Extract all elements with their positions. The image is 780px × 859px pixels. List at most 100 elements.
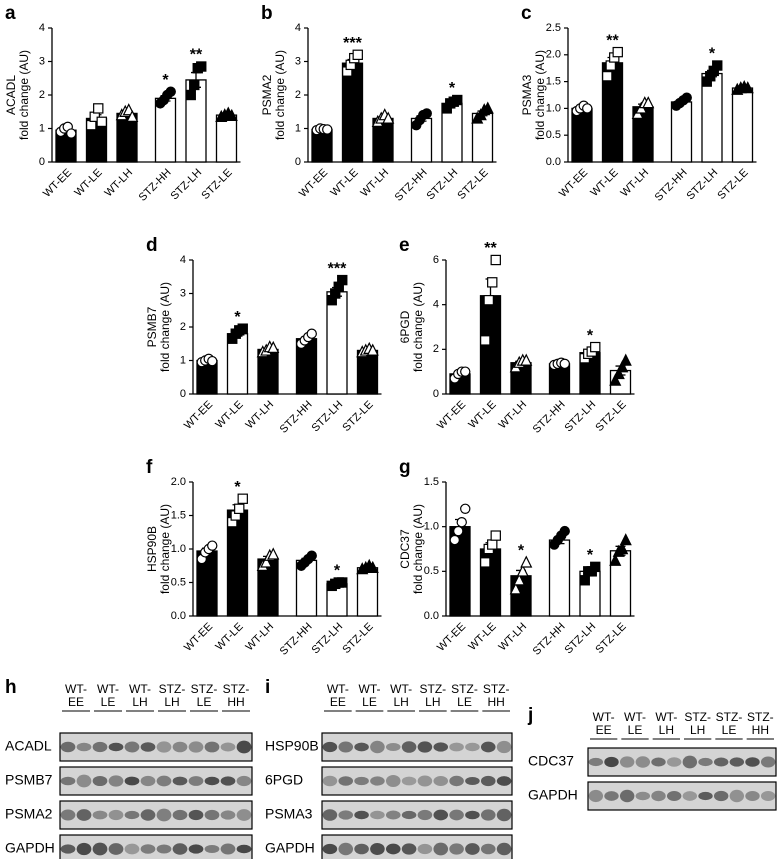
blot-band <box>322 741 338 753</box>
data-point <box>487 539 498 550</box>
y-tick-label: 1.5 <box>171 509 186 521</box>
data-point <box>612 46 623 58</box>
blot-band <box>417 741 433 753</box>
x-tick-label: STZ-HH <box>531 621 568 658</box>
blot-band <box>172 776 188 786</box>
significance: * <box>334 563 341 580</box>
blot-band <box>124 810 140 820</box>
blot-row-label: 6PGD <box>265 772 303 788</box>
lane-label: LH <box>164 695 179 709</box>
y-tick-label: 0 <box>180 388 186 400</box>
y-tick-label: 2 <box>39 89 45 101</box>
significance: ** <box>606 32 619 49</box>
blot-band <box>108 809 124 821</box>
panel-letter: a <box>5 3 16 24</box>
data-point <box>590 561 601 573</box>
blot-band <box>236 740 252 754</box>
x-tick-label: WT-LH <box>358 167 391 200</box>
lane-label: LH <box>132 695 147 709</box>
lane-label: STZ- <box>451 682 478 696</box>
blot-band <box>635 791 651 801</box>
x-tick-label: WT-EE <box>182 399 215 432</box>
data-point <box>306 328 317 339</box>
blot-band <box>220 742 236 752</box>
data-point <box>480 335 491 346</box>
x-tick-label: WT-EE <box>297 167 330 200</box>
significance: ** <box>190 47 203 64</box>
blot-band <box>220 776 236 786</box>
data-point <box>237 493 248 504</box>
blot-band <box>354 776 369 786</box>
x-tick-label: WT-LH <box>243 399 276 432</box>
blot-band <box>204 741 220 753</box>
blot-band <box>604 791 619 801</box>
blot-band <box>449 809 464 821</box>
x-tick-label: WT-EE <box>435 621 468 654</box>
blot-band <box>588 789 604 803</box>
y-tick-label: 1.5 <box>546 76 561 88</box>
lane-label: HH <box>487 695 504 709</box>
blot-band <box>480 843 496 855</box>
blot-frame <box>59 800 253 830</box>
blot-band <box>188 809 204 821</box>
blot-band <box>433 742 449 752</box>
data-point <box>712 60 723 71</box>
bar <box>215 114 238 163</box>
y-axis-label: fold change (AU) <box>17 50 31 140</box>
x-tick-label: WT-LE <box>588 167 620 199</box>
blot-band <box>92 842 108 856</box>
data-point <box>66 128 77 139</box>
x-tick-label: STZ-LH <box>309 621 345 657</box>
lane-label: EE <box>330 695 346 709</box>
blot-band <box>698 757 713 767</box>
y-axis-label: CDC37 <box>398 529 412 569</box>
y-tick-label: 0.5 <box>424 565 439 577</box>
data-point <box>483 295 494 306</box>
data-point <box>559 525 570 537</box>
data-point <box>490 530 501 541</box>
data-point <box>602 71 613 82</box>
panel-letter: e <box>399 235 410 256</box>
data-point <box>185 89 196 101</box>
lane-label: STZ- <box>716 710 743 724</box>
blot-band <box>172 843 188 855</box>
blot-band <box>401 843 417 855</box>
blot-frame <box>321 834 513 859</box>
y-tick-label: 1.0 <box>546 102 561 114</box>
blot-band <box>496 808 512 822</box>
x-tick-label: STZ-HH <box>278 621 315 658</box>
data-point <box>260 555 273 568</box>
significance: * <box>587 327 594 344</box>
y-tick-label: 4 <box>433 299 439 311</box>
data-point <box>520 555 533 568</box>
blot-row-label: GAPDH <box>528 787 578 803</box>
data-point <box>513 573 526 586</box>
lane-label: LH <box>393 695 408 709</box>
x-tick-label: STZ-HH <box>137 167 174 204</box>
data-point <box>165 86 176 97</box>
blot-band <box>92 741 108 753</box>
panel-letter: g <box>399 457 411 478</box>
blot-band <box>92 810 108 820</box>
data-point <box>237 323 248 334</box>
x-tick-label: STZ-HH <box>393 167 430 204</box>
y-axis-label: fold change (AU) <box>273 50 287 140</box>
y-tick-label: 3 <box>39 55 45 67</box>
significance: * <box>709 46 716 63</box>
lane-label: EE <box>68 695 84 709</box>
panel-letter: h <box>5 677 17 698</box>
lane-label: LE <box>197 695 212 709</box>
y-axis-label: fold change (AU) <box>533 50 547 140</box>
x-tick-label: WT-EE <box>557 167 590 200</box>
y-tick-label: 2.0 <box>546 49 561 61</box>
blot-band <box>619 789 635 803</box>
x-tick-label: WT-EE <box>435 399 468 432</box>
significance: * <box>234 309 241 326</box>
blot-band <box>322 809 338 821</box>
blot-band <box>729 789 745 803</box>
blot-band <box>385 775 401 787</box>
blot-band <box>745 757 760 767</box>
data-point <box>612 366 625 380</box>
y-tick-label: 0.0 <box>171 610 186 622</box>
data-point <box>337 274 348 286</box>
